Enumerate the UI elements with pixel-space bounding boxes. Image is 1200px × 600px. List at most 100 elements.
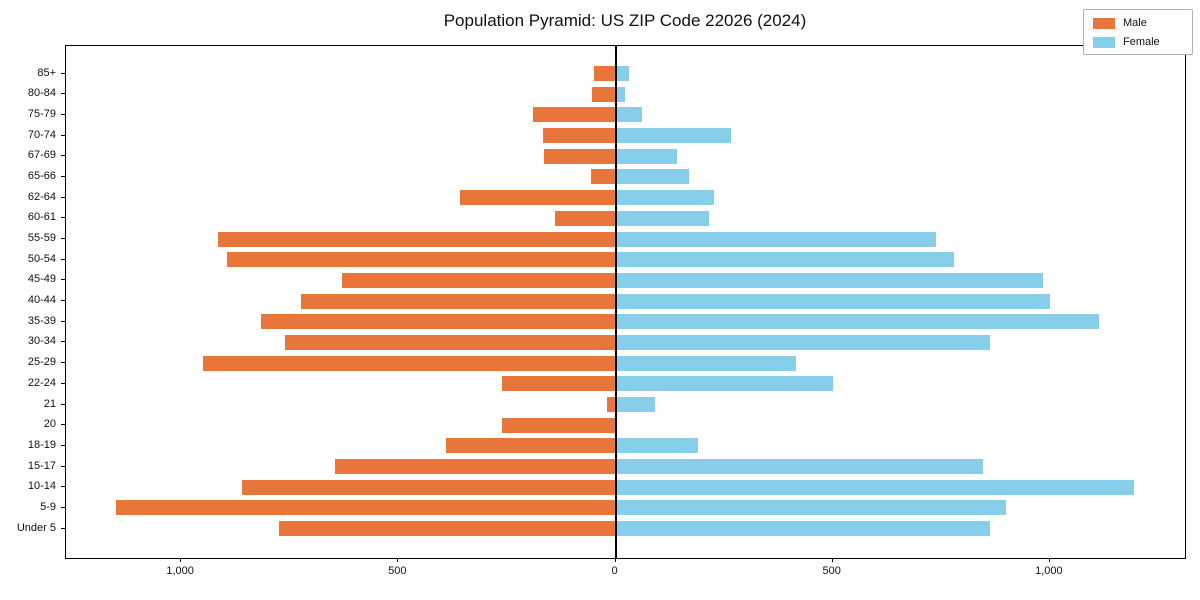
y-tick <box>61 403 65 405</box>
bar-female-85+ <box>615 66 630 81</box>
bar-female-80-84 <box>615 86 625 102</box>
zero-axis-line <box>614 46 617 558</box>
y-tick <box>61 506 65 508</box>
y-axis-label-5-9: 5-9 <box>40 500 56 513</box>
bar-male-55-59 <box>218 231 616 247</box>
legend-item-female: Female <box>1093 36 1183 48</box>
legend-item-male: Male <box>1093 17 1183 29</box>
y-tick <box>61 134 65 136</box>
y-axis-label-21: 21 <box>43 397 56 410</box>
y-axis-label-20: 20 <box>43 418 56 431</box>
bar-male-70-74 <box>542 128 616 144</box>
x-tick <box>180 558 182 562</box>
bar-female-40-44 <box>615 293 1050 309</box>
bar-female-65-66 <box>615 169 690 185</box>
y-axis-label-35-39: 35-39 <box>27 314 56 327</box>
bar-female-45-49 <box>615 272 1044 288</box>
y-tick <box>61 72 65 74</box>
bar-male-85+ <box>593 66 616 81</box>
male-swatch-icon <box>1093 17 1115 29</box>
x-axis-label-500: 500 <box>388 565 407 577</box>
y-tick <box>61 382 65 384</box>
bar-female-15-17 <box>615 459 983 475</box>
y-axis-label-10-14: 10-14 <box>27 480 56 493</box>
y-axis-label-60-61: 60-61 <box>27 211 56 224</box>
y-tick <box>61 175 65 177</box>
y-tick <box>61 320 65 322</box>
bar-male-5-9 <box>115 500 616 516</box>
x-axis-label-1000: 1,000 <box>166 565 194 577</box>
bar-male-18-19 <box>446 438 616 454</box>
y-axis-label-15-17: 15-17 <box>27 459 56 472</box>
x-axis-label-1000: 1,000 <box>1035 565 1063 577</box>
y-axis-label-65-66: 65-66 <box>27 169 56 182</box>
y-axis-label-45-49: 45-49 <box>27 273 56 286</box>
y-axis-label-75-79: 75-79 <box>27 107 56 120</box>
bar-female-18-19 <box>615 438 699 454</box>
y-tick <box>61 444 65 446</box>
bar-male-21 <box>606 397 616 413</box>
y-axis-label-22-24: 22-24 <box>27 376 56 389</box>
y-tick <box>61 341 65 343</box>
y-axis-label-25-29: 25-29 <box>27 356 56 369</box>
bar-female-55-59 <box>615 231 936 247</box>
legend: Male Female <box>1083 9 1193 55</box>
y-axis-label-under-5: Under 5 <box>16 521 56 534</box>
x-axis-label-0: 0 <box>611 565 618 577</box>
y-tick <box>61 196 65 198</box>
y-tick <box>61 93 65 95</box>
y-tick <box>61 486 65 488</box>
y-tick <box>61 155 65 157</box>
bar-male-22-24 <box>501 376 616 392</box>
y-axis-label-50-54: 50-54 <box>27 252 56 265</box>
y-axis-label-85+: 85+ <box>37 66 56 79</box>
bar-female-60-61 <box>615 210 710 226</box>
y-tick <box>61 465 65 467</box>
bar-male-75-79 <box>532 107 616 123</box>
bar-female-70-74 <box>615 128 731 144</box>
y-tick <box>61 300 65 302</box>
bar-male-25-29 <box>202 355 616 371</box>
y-tick <box>61 527 65 529</box>
plot-area <box>65 45 1186 559</box>
y-axis-label-40-44: 40-44 <box>27 294 56 307</box>
x-tick <box>831 558 833 562</box>
bar-male-65-66 <box>590 169 616 185</box>
female-swatch-icon <box>1093 36 1115 48</box>
bar-male-10-14 <box>241 479 616 495</box>
y-axis-label-67-69: 67-69 <box>27 149 56 162</box>
y-tick <box>61 238 65 240</box>
y-tick <box>61 279 65 281</box>
x-axis-label-500: 500 <box>822 565 841 577</box>
y-tick <box>61 424 65 426</box>
bar-female-22-24 <box>615 376 833 392</box>
y-axis-label-30-34: 30-34 <box>27 335 56 348</box>
bar-female-25-29 <box>615 355 796 371</box>
bar-male-40-44 <box>300 293 616 309</box>
y-axis-label-70-74: 70-74 <box>27 128 56 141</box>
bar-male-45-49 <box>341 272 616 288</box>
bar-female-67-69 <box>615 148 678 164</box>
bar-female-50-54 <box>615 252 955 268</box>
y-axis-label-18-19: 18-19 <box>27 438 56 451</box>
bar-female-under-5 <box>615 521 990 537</box>
bar-male-67-69 <box>543 148 616 164</box>
bar-female-35-39 <box>615 314 1100 330</box>
y-axis-label-80-84: 80-84 <box>27 87 56 100</box>
y-axis-label-55-59: 55-59 <box>27 232 56 245</box>
x-tick <box>397 558 399 562</box>
bar-male-80-84 <box>591 86 616 102</box>
y-axis-label-62-64: 62-64 <box>27 190 56 203</box>
bar-female-10-14 <box>615 479 1134 495</box>
bar-male-35-39 <box>260 314 616 330</box>
legend-male-label: Male <box>1123 17 1147 29</box>
y-tick <box>61 217 65 219</box>
bar-female-75-79 <box>615 107 643 123</box>
bar-female-62-64 <box>615 190 715 206</box>
y-tick <box>61 362 65 364</box>
bar-female-21 <box>615 397 655 413</box>
x-tick <box>614 558 616 562</box>
bar-male-20 <box>501 417 616 433</box>
bar-male-60-61 <box>554 210 616 226</box>
bar-male-30-34 <box>284 334 616 350</box>
